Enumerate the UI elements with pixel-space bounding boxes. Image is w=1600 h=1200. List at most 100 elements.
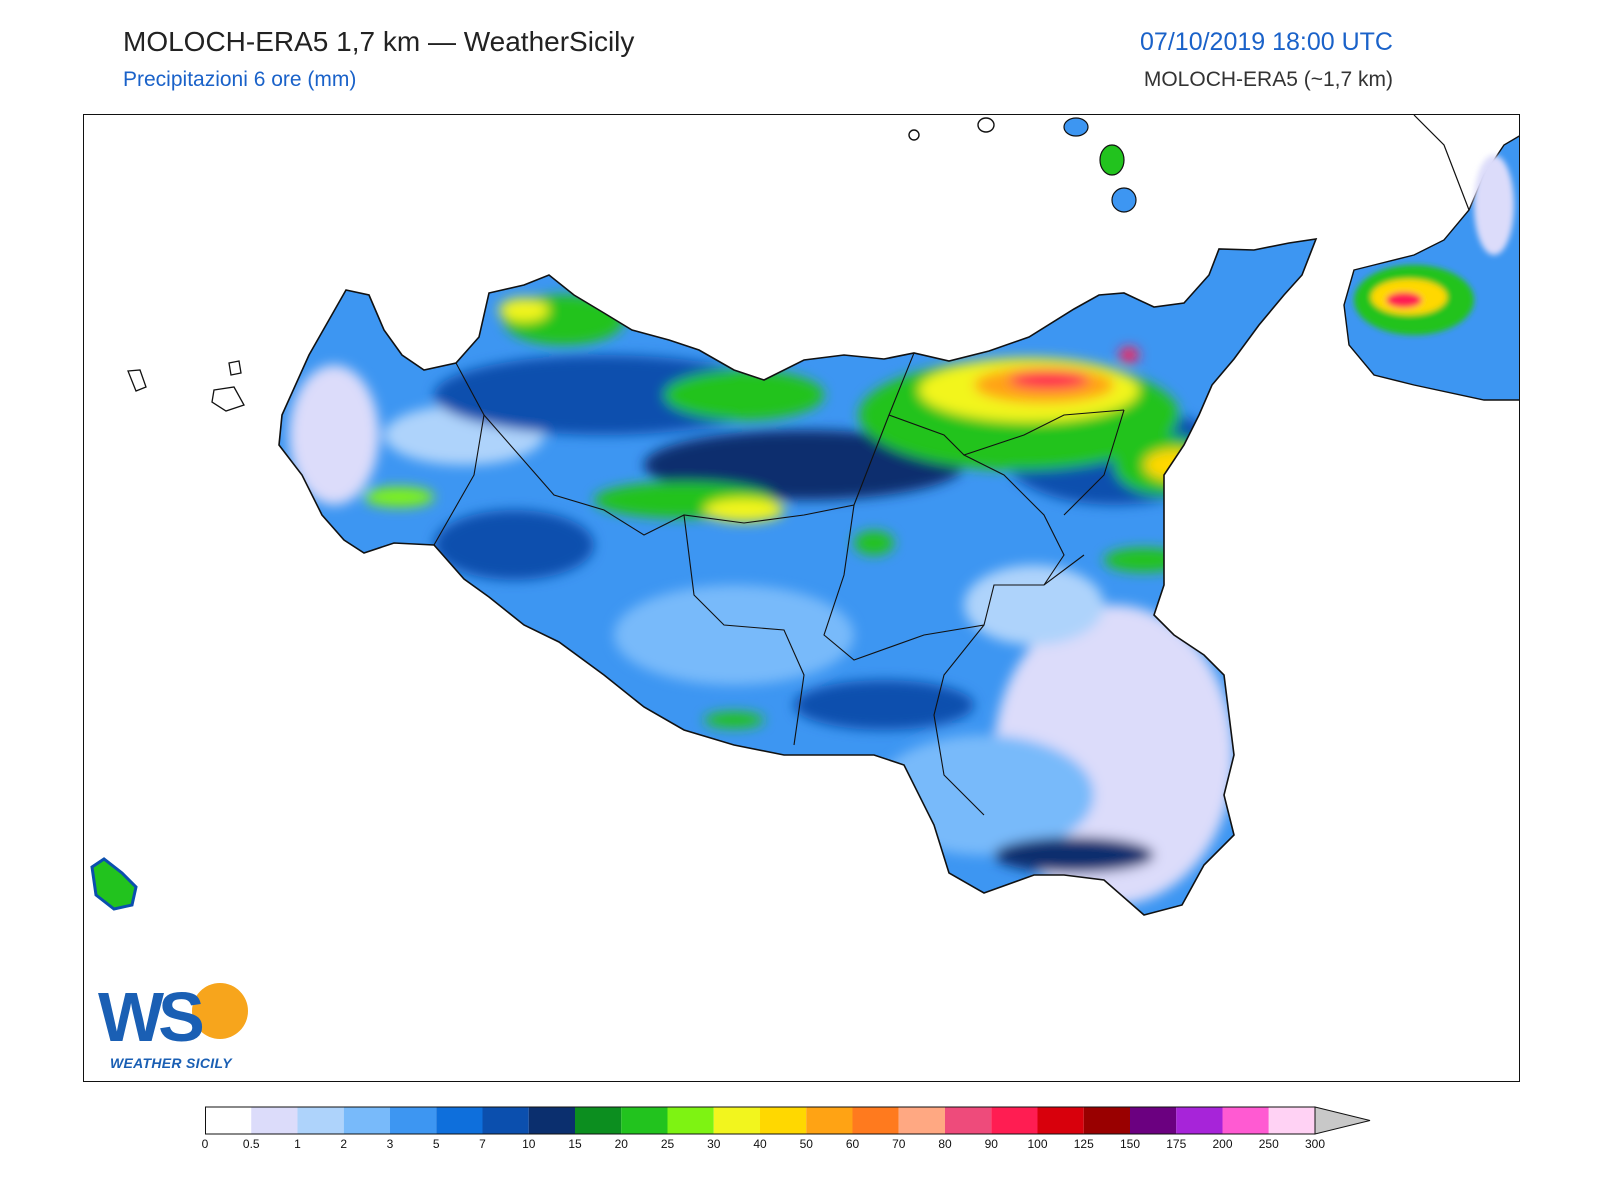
colorbar-swatch-11: [713, 1107, 760, 1134]
colorbar-label: 100: [1027, 1137, 1048, 1151]
precip-zone-base-c: [614, 585, 854, 685]
colorbar-swatch-19: [1083, 1107, 1130, 1134]
colorbar-label: 25: [660, 1137, 675, 1151]
colorbar-swatch-13: [806, 1107, 853, 1134]
colorbar-swatch-21: [1176, 1107, 1223, 1134]
precip-green-8: [364, 487, 434, 507]
colorbar-label: 15: [568, 1137, 582, 1151]
island-vulcano: [1111, 187, 1137, 213]
weathersicily-logo: WS WEATHER SICILY: [98, 977, 258, 1077]
colorbar-labels: 0 0.5 1 2 3 5 7 10 15 20 25 30 40 50 60 70 80 90 100 125 150…: [201, 1137, 1345, 1153]
logo-letters: WS: [98, 978, 202, 1056]
calabria-region: [1343, 115, 1519, 401]
sicily-island: [278, 238, 1318, 916]
colorbar-label: 175: [1166, 1137, 1187, 1151]
island-filicudi: [977, 117, 995, 133]
colorbar-swatch-23: [1268, 1107, 1315, 1134]
calabria-precip-light: [1474, 155, 1514, 255]
island-salina: [1063, 117, 1089, 137]
colorbar-label: 2: [340, 1137, 348, 1151]
colorbar-swatch-7: [528, 1107, 575, 1134]
precip-zone-light-w: [289, 365, 379, 505]
map-frame: WS WEATHER SICILY: [83, 114, 1520, 1082]
island-marettimo: [127, 369, 147, 392]
precip-band-dark-4: [794, 680, 974, 730]
colorbar-swatch-14: [852, 1107, 899, 1134]
colorbar-swatch-10: [667, 1107, 714, 1134]
precip-red-1: [1009, 371, 1089, 389]
precip-yellow-3: [704, 498, 784, 522]
colorbar-extend-arrow: [1314, 1106, 1371, 1135]
colorbar-label: 125: [1073, 1137, 1094, 1151]
colorbar-label: 50: [799, 1137, 813, 1151]
colorbar-frame: [205, 1106, 1316, 1135]
colorbar-label: 250: [1258, 1137, 1279, 1151]
precip-yellow-2: [1144, 449, 1204, 481]
precip-green-9: [704, 712, 764, 728]
colorbar-swatch-2: [297, 1107, 344, 1134]
colorbar-label: 150: [1119, 1137, 1141, 1151]
precip-green-7: [854, 531, 894, 555]
precip-zone-base-s: [874, 735, 1094, 855]
egadi-islands: [127, 360, 245, 412]
colorbar-swatch-5: [436, 1107, 483, 1134]
colorbar-label: 0: [201, 1137, 209, 1151]
precipitation-map: [90, 115, 1519, 916]
island-alicudi: [908, 129, 920, 141]
map-subtitle: Precipitazioni 6 ore (mm): [123, 68, 357, 91]
logo-mark: WS: [98, 978, 248, 1056]
precip-band-dark-5: [994, 837, 1154, 873]
colorbar-swatch-12: [760, 1107, 807, 1134]
colorbar-swatch-6: [482, 1107, 529, 1134]
colorbar-label: 30: [707, 1137, 721, 1151]
island-levanzo: [228, 360, 242, 376]
colorbar-swatch-16: [945, 1107, 992, 1134]
colorbar-swatch-8: [575, 1107, 622, 1134]
map-title: MOLOCH-ERA5 1,7 km — WeatherSicily: [123, 26, 635, 57]
precip-band-dark-2: [644, 430, 964, 500]
colorbar-label: 80: [938, 1137, 952, 1151]
sicily-coastline: [278, 238, 1318, 916]
precip-band-dark-1: [434, 355, 774, 435]
colorbar-swatch-22: [1222, 1107, 1269, 1134]
precipitation-colorbar: [205, 1106, 1371, 1135]
province-borders: [433, 352, 1125, 816]
colorbar-label: 3: [386, 1137, 394, 1151]
colorbar-swatch-9: [621, 1107, 668, 1134]
valid-datetime: 07/10/2019 18:00 UTC: [1140, 28, 1393, 56]
island-lipari: [1099, 144, 1125, 176]
logo-text: WEATHER SICILY: [110, 1055, 232, 1071]
colorbar-swatch-3: [343, 1107, 390, 1134]
colorbar-label: 40: [753, 1137, 767, 1151]
colorbar-label: 300: [1304, 1137, 1326, 1151]
colorbar-swatch-17: [991, 1107, 1038, 1134]
model-label: MOLOCH-ERA5 (~1,7 km): [1143, 68, 1393, 91]
colorbar-label: 7: [479, 1137, 486, 1151]
colorbar-label: 70: [892, 1137, 906, 1151]
colorbar-swatch-4: [390, 1107, 437, 1134]
colorbar-label: 1: [294, 1137, 301, 1151]
precip-band-dark-3: [434, 510, 594, 580]
precip-yellow-4: [499, 298, 549, 322]
colorbar-swatch-18: [1037, 1107, 1084, 1134]
colorbar-swatch-15: [898, 1107, 945, 1134]
colorbar-swatch-1: [251, 1107, 298, 1134]
colorbar-label: 200: [1212, 1137, 1233, 1151]
precip-zone-light-e: [964, 565, 1104, 645]
colorbar-label: 5: [432, 1137, 440, 1151]
colorbar-label: 10: [522, 1137, 536, 1151]
aeolian-islands: [908, 117, 1137, 213]
precip-green-6: [1104, 548, 1184, 572]
precip-green-2: [664, 370, 824, 420]
colorbar-label: 60: [845, 1137, 860, 1151]
calabria-precip-red: [1386, 292, 1422, 308]
island-pantelleria: [90, 857, 138, 911]
colorbar-label: 90: [984, 1137, 998, 1151]
island-favignana: [211, 386, 245, 412]
logo-sun: [192, 983, 248, 1039]
colorbar-swatch-0: [205, 1107, 252, 1134]
colorbar-label: 20: [614, 1137, 628, 1151]
precip-red-2: [1119, 347, 1139, 363]
colorbar-swatch-20: [1130, 1107, 1177, 1134]
colorbar-label: 0.5: [242, 1137, 260, 1151]
